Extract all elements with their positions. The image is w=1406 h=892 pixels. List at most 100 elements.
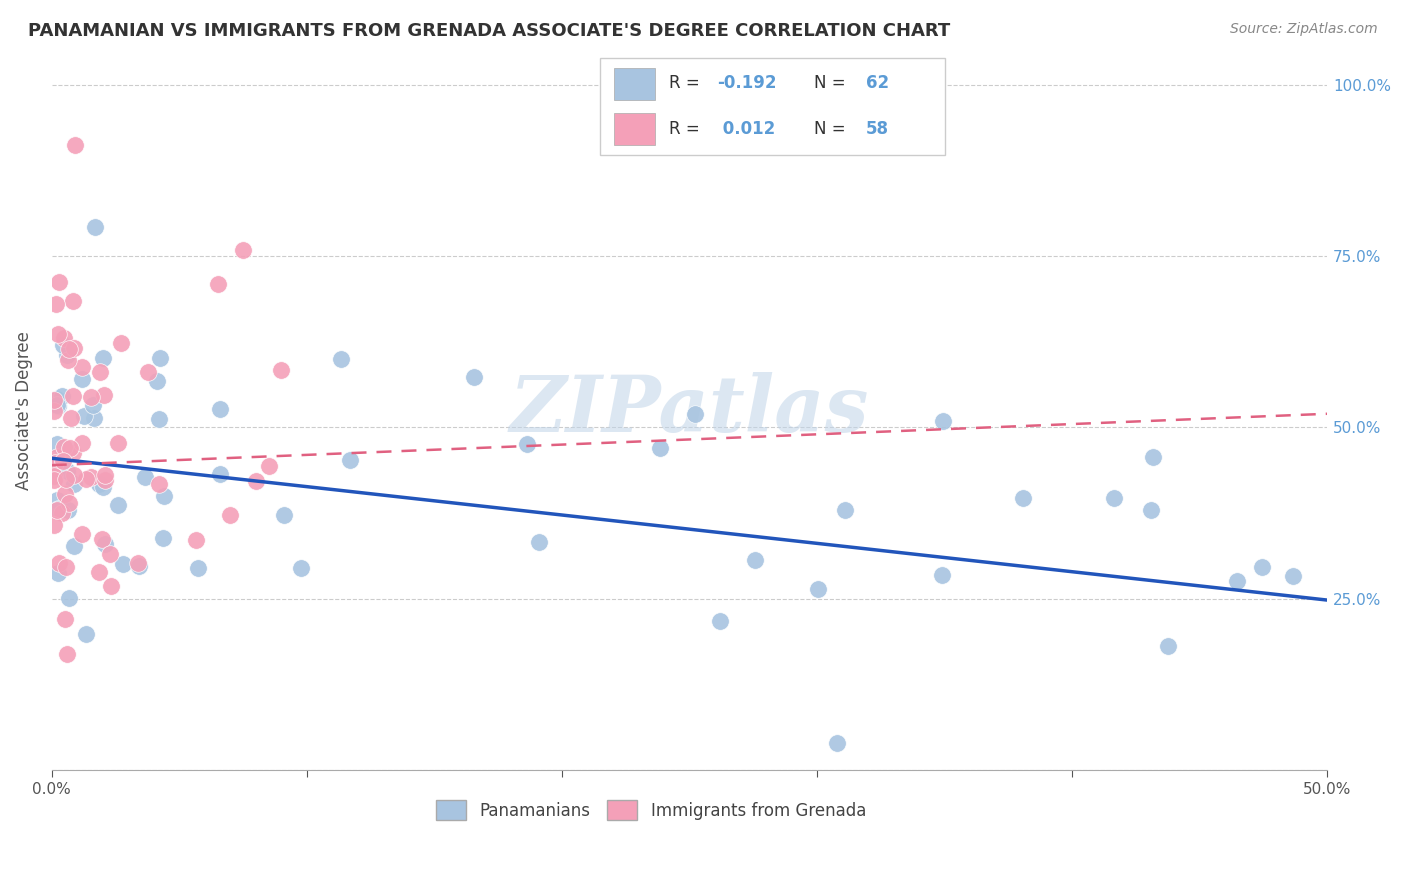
Point: [128, 559, 150, 574]
Point: [62, 294, 84, 309]
Point: [70, 371, 93, 385]
Point: [55, 560, 77, 574]
Point: [46, 400, 69, 414]
Point: [1142, 450, 1164, 465]
Point: [209, 467, 232, 482]
Point: [75, 626, 97, 640]
Point: [146, 374, 169, 388]
Point: [44, 392, 66, 407]
Point: [1012, 491, 1035, 505]
Point: [45, 437, 67, 451]
Point: [58, 591, 80, 606]
Point: [100, 578, 122, 592]
Point: [807, 582, 830, 597]
Point: [245, 474, 267, 488]
Point: [186, 533, 208, 547]
Point: [44, 473, 66, 487]
Point: [1157, 639, 1180, 653]
Point: [82, 398, 104, 412]
Point: [127, 557, 149, 571]
Point: [63, 477, 86, 491]
Point: [290, 561, 312, 575]
Point: [83, 410, 105, 425]
Point: [683, 407, 706, 421]
Point: [148, 412, 170, 426]
Point: [70, 436, 93, 450]
Point: [70, 359, 93, 374]
Point: [825, 736, 848, 750]
Point: [94, 467, 117, 482]
Point: [56, 348, 79, 362]
Point: [93, 388, 115, 402]
Point: [52, 440, 75, 454]
Point: [148, 477, 170, 491]
Point: [136, 365, 159, 379]
Point: [516, 437, 538, 451]
Point: [62, 539, 84, 553]
Point: [149, 351, 172, 365]
Point: [110, 336, 132, 351]
Point: [56, 647, 79, 661]
Point: [98, 548, 121, 562]
Point: [56, 464, 79, 478]
Point: [232, 243, 254, 257]
Point: [89, 477, 111, 491]
Point: [45, 392, 67, 406]
Point: [73, 409, 96, 423]
Point: [75, 472, 97, 486]
Point: [257, 458, 280, 473]
Point: [209, 402, 232, 417]
Point: [48, 275, 70, 289]
Point: [58, 352, 80, 367]
Point: [46, 450, 69, 464]
Point: [187, 560, 209, 574]
Point: [63, 467, 86, 482]
Point: [152, 531, 174, 545]
Point: [1102, 491, 1125, 505]
Point: [527, 534, 550, 549]
Point: [55, 472, 77, 486]
Point: [94, 473, 117, 487]
Point: [59, 441, 82, 455]
Point: [339, 453, 361, 467]
Point: [52, 338, 75, 352]
Point: [1251, 560, 1274, 574]
Point: [58, 496, 80, 510]
Point: [463, 370, 485, 384]
Point: [270, 363, 292, 377]
Point: [53, 330, 76, 344]
Point: [932, 414, 955, 428]
Point: [80, 390, 103, 404]
Point: [107, 498, 129, 512]
Point: [46, 503, 69, 517]
Point: [219, 508, 242, 522]
Point: [91, 351, 114, 365]
Point: [58, 342, 80, 356]
Legend: Panamanians, Immigrants from Grenada: Panamanians, Immigrants from Grenada: [430, 794, 873, 826]
Point: [46, 326, 69, 341]
Point: [46, 566, 69, 581]
Text: Source: ZipAtlas.com: Source: ZipAtlas.com: [1230, 22, 1378, 37]
Point: [931, 567, 953, 582]
Point: [44, 456, 66, 470]
Point: [70, 527, 93, 541]
Point: [650, 442, 672, 456]
Point: [45, 296, 67, 310]
Y-axis label: Associate's Degree: Associate's Degree: [15, 331, 32, 490]
Point: [207, 277, 229, 292]
Point: [111, 557, 134, 571]
Point: [1282, 569, 1305, 583]
Point: [45, 398, 67, 412]
Point: [45, 461, 67, 475]
Point: [834, 503, 856, 517]
Point: [56, 503, 79, 517]
Point: [94, 537, 117, 551]
Point: [273, 508, 295, 522]
Point: [709, 614, 731, 628]
Point: [1226, 574, 1249, 588]
Point: [51, 506, 73, 520]
Point: [60, 410, 83, 425]
Point: [46, 502, 69, 516]
Point: [1139, 503, 1161, 517]
Point: [44, 404, 66, 418]
